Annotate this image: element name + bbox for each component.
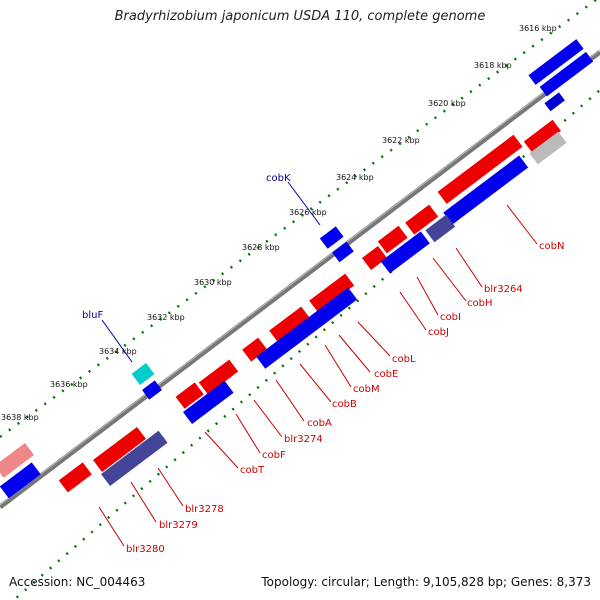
gene-label-blr3264[interactable]: blr3264 — [484, 284, 523, 295]
gene-arrow[interactable] — [405, 204, 439, 235]
gene-arrow[interactable] — [183, 380, 234, 425]
gene-arrow[interactable] — [528, 39, 584, 85]
genome-backbone-highlight — [0, 49, 600, 506]
gene-arrow[interactable] — [242, 337, 268, 362]
gene-label-cobN[interactable]: cobN — [539, 241, 564, 252]
outer-genes — [131, 226, 354, 400]
gene-arrow-bluF[interactable] — [131, 362, 155, 386]
gene-labels: cobN blr3264 cobH cobI cobJ cobL cobE co… — [126, 241, 564, 555]
gene-label-cobK[interactable]: cobK — [266, 173, 291, 184]
gene-arrow[interactable] — [93, 426, 146, 473]
gene-arrow[interactable] — [362, 245, 388, 271]
tick-label: 3620 kbp — [428, 99, 466, 108]
gene-arrow[interactable] — [539, 51, 594, 97]
gene-arrow[interactable] — [377, 225, 408, 254]
gene-arrow[interactable] — [523, 119, 562, 153]
gene-label-cobI[interactable]: cobI — [440, 312, 461, 323]
topology-text: Topology: circular; Length: 9,105,828 bp… — [261, 575, 591, 589]
gene-label-cobA[interactable]: cobA — [307, 418, 332, 429]
gene-label-cobF[interactable]: cobF — [262, 450, 286, 461]
gene-arrow[interactable] — [437, 134, 523, 204]
gene-label-blr3274[interactable]: blr3274 — [284, 434, 323, 445]
gene-arrow[interactable] — [269, 306, 311, 343]
gene-arrow[interactable] — [198, 359, 239, 395]
gene-label-cobM[interactable]: cobM — [353, 384, 380, 395]
gene-arrow[interactable] — [101, 430, 168, 487]
tick-label: 3616 kbp — [519, 24, 557, 33]
gene-arrow[interactable] — [175, 382, 204, 409]
tick-labels: 3616 kbp 3618 kbp 3620 kbp 3622 kbp 3624… — [1, 24, 557, 422]
tick-label: 3638 kbp — [1, 413, 39, 422]
gene-arrow[interactable] — [529, 131, 567, 165]
gene-group-top-right — [528, 39, 594, 112]
gene-arrow[interactable] — [0, 442, 34, 478]
gene-arrow[interactable] — [256, 287, 358, 369]
gene-label-cobB[interactable]: cobB — [332, 399, 357, 410]
gene-label-blr3278[interactable]: blr3278 — [185, 504, 224, 515]
tick-label: 3632 kbp — [147, 313, 185, 322]
gene-label-cobE[interactable]: cobE — [374, 369, 398, 380]
gene-label-blr3280[interactable]: blr3280 — [126, 544, 165, 555]
gene-label-cobL[interactable]: cobL — [392, 354, 416, 365]
tick-ring-inner — [11, 89, 600, 600]
tick-label: 3624 kbp — [336, 173, 374, 182]
gene-arrow[interactable] — [142, 380, 162, 400]
gene-arrow[interactable] — [544, 92, 565, 112]
gene-arrow[interactable] — [425, 214, 456, 243]
genome-backbone — [0, 50, 600, 509]
gene-arrow[interactable] — [332, 241, 354, 263]
label-leader-lines — [98, 204, 538, 547]
map-title: Bradyrhizobium japonicum USDA 110, compl… — [114, 9, 486, 24]
tick-label: 3626 kbp — [289, 208, 327, 217]
gene-arrow[interactable] — [309, 273, 355, 313]
gene-arrow[interactable] — [380, 231, 430, 274]
gene-arrow-cobK[interactable] — [319, 226, 344, 249]
outer-leader-lines — [101, 181, 321, 363]
gene-label-cobT[interactable]: cobT — [240, 465, 265, 476]
gene-label-blr3279[interactable]: blr3279 — [159, 520, 198, 531]
forward-strand-genes — [0, 119, 562, 493]
tick-label: 3634 kbp — [99, 347, 137, 356]
gene-arrow[interactable] — [58, 462, 92, 493]
gene-label-cobJ[interactable]: cobJ — [428, 327, 449, 338]
tick-label: 3636 kbp — [50, 380, 88, 389]
outer-gene-labels: cobK bluF — [82, 173, 291, 321]
gene-arrow[interactable] — [443, 155, 529, 225]
tick-label: 3618 kbp — [474, 61, 512, 70]
gene-label-bluF[interactable]: bluF — [82, 310, 103, 321]
reverse-strand-genes — [0, 131, 567, 499]
gene-label-cobH[interactable]: cobH — [467, 298, 492, 309]
accession-text: Accession: NC_004463 — [9, 575, 146, 589]
tick-label: 3630 kbp — [194, 278, 232, 287]
tick-label: 3628 kbp — [242, 243, 280, 252]
gene-arrow[interactable] — [0, 462, 41, 499]
tick-label: 3622 kbp — [382, 136, 420, 145]
